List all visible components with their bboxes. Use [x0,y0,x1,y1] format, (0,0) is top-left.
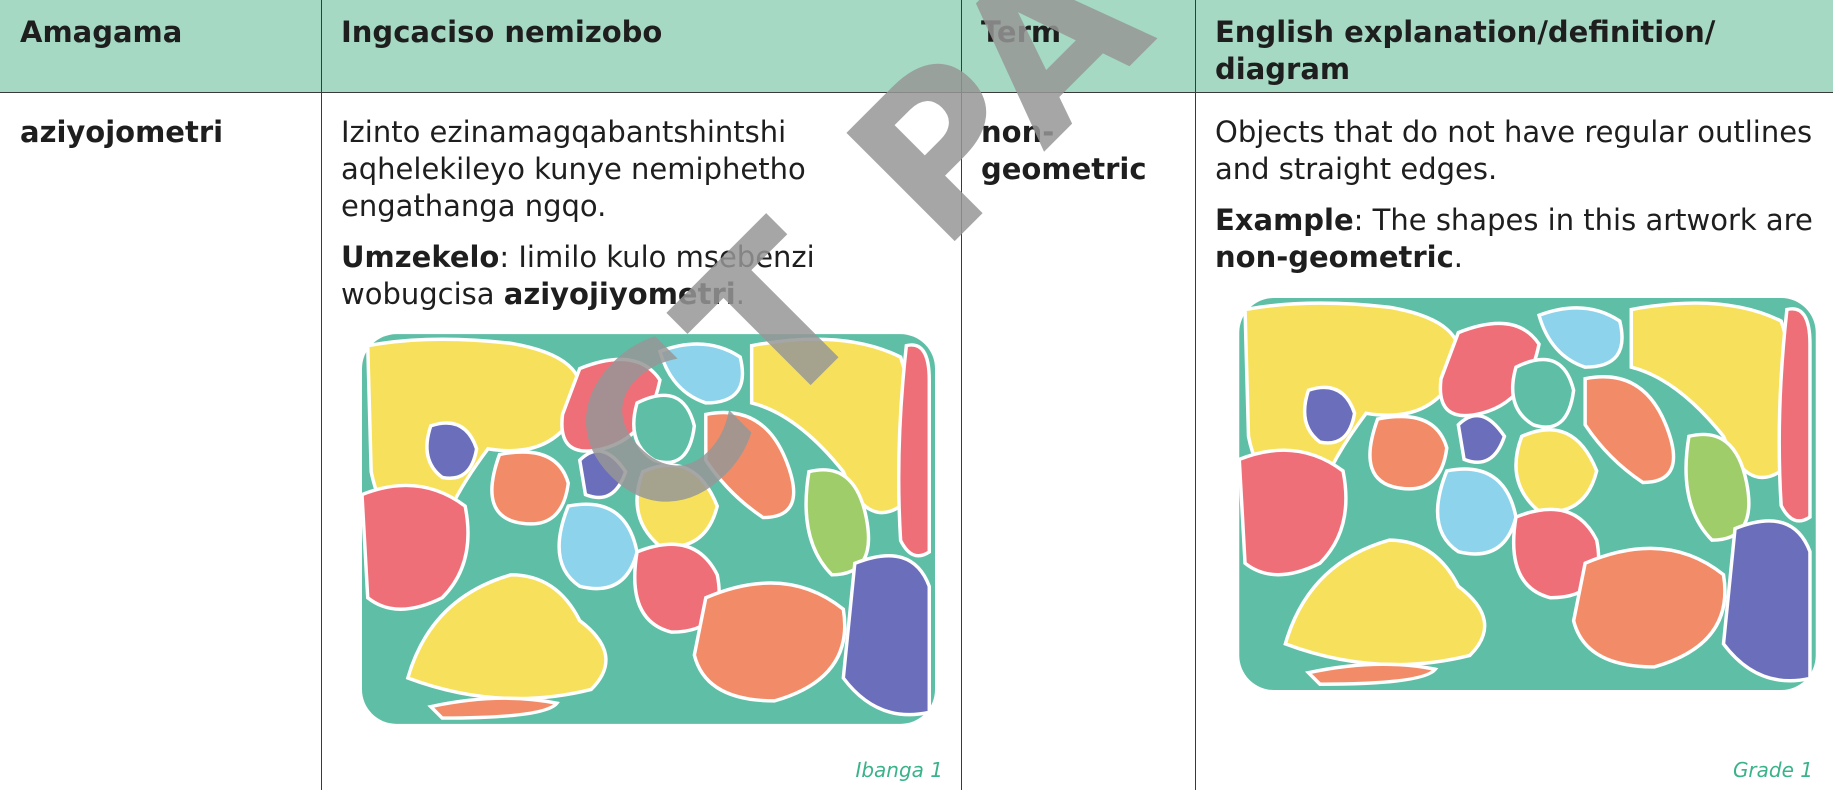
header-cell: Amagama [0,0,321,92]
column-divider [321,0,322,790]
example-term: aziyojiyometri [503,277,736,311]
example-end: . [1453,240,1464,274]
example: Umzekelo: Iimilo kulo msebenzi wobugcisa… [341,239,901,313]
definition: Objects that do not have regular outline… [1215,115,1813,186]
example-label: Umzekelo [341,240,500,274]
term: non-geometric [981,115,1147,186]
header-cell: Ingcaciso nemizobo [321,0,961,92]
definition: Izinto ezinamagqabantshintshi aqhelekile… [341,115,806,223]
example-label: Example [1215,203,1354,237]
header-cell: Term [961,0,1195,92]
term: aziyojometri [20,115,224,149]
column-divider [1195,0,1196,790]
artwork [1237,298,1818,690]
example-text: : The shapes in this artwork are [1353,203,1813,237]
definition-cell: Objects that do not have regular outline… [1195,100,1833,304]
example: Example: The shapes in this artwork are … [1215,202,1813,276]
example-end: . [735,277,745,311]
example-term: non-geometric [1215,240,1454,274]
caption: Grade 1 [1732,758,1813,782]
row-divider [0,92,1833,93]
header-cell: English explanation/definition/ diagram [1195,0,1833,92]
example-text: : Iimilo kulo msebenzi wobugcisa [341,240,815,311]
caption: Ibanga 1 [855,758,943,782]
column-divider [961,0,962,790]
definition-cell: Izinto ezinamagqabantshintshi aqhelekile… [321,100,921,341]
